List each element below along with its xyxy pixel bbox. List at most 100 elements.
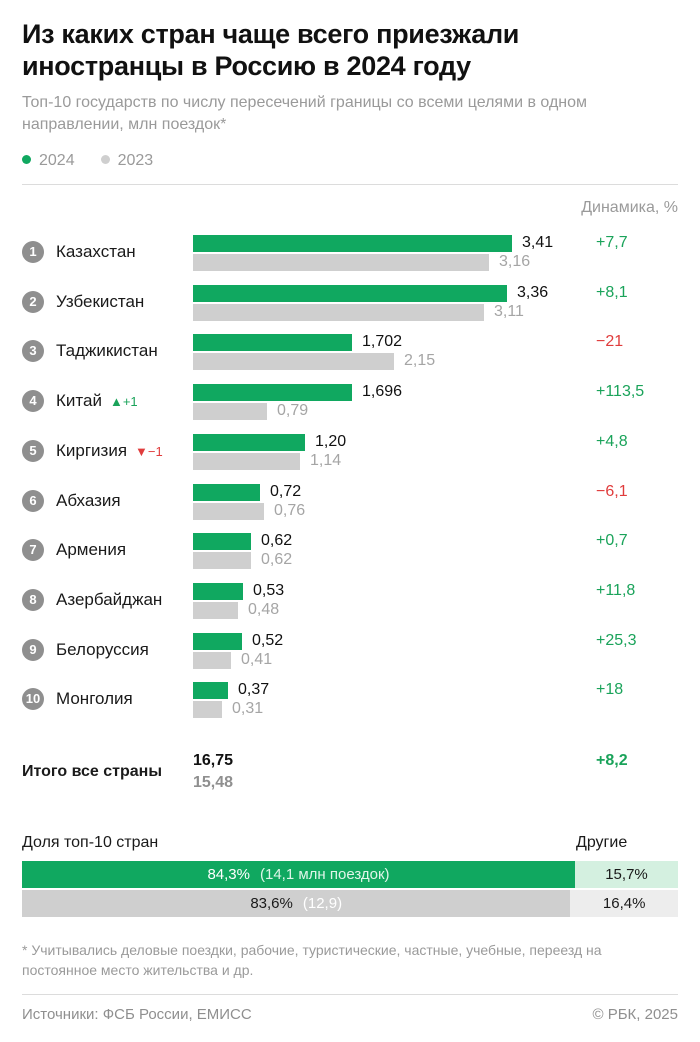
bar-2023 xyxy=(193,502,264,520)
bar-2023 xyxy=(193,254,489,271)
country-name: Армения xyxy=(56,539,126,561)
share-other-value: 16,4% xyxy=(602,895,646,912)
copyright: © РБК, 2025 xyxy=(592,1006,678,1023)
rank-badge: 8 xyxy=(22,588,44,611)
divider-bottom xyxy=(22,994,678,995)
country-name: Китай ▲+1 xyxy=(56,390,138,413)
country-name: Таджикистан xyxy=(56,340,158,362)
share-top10-value: 83,6% xyxy=(250,895,293,912)
dynamics-value: +4,8 xyxy=(596,432,628,450)
value-2023: 3,11 xyxy=(494,302,524,320)
value-2023: 2,15 xyxy=(404,352,436,370)
share-title: Доля топ-10 стран xyxy=(22,834,159,851)
other-title: Другие xyxy=(576,834,628,851)
legend-swatch-2023 xyxy=(100,155,110,164)
rank-badge: 5 xyxy=(22,439,44,462)
bar-2024 xyxy=(193,582,243,600)
source: Источники: ФСБ России, ЕМИСС xyxy=(22,1006,252,1023)
chart-subtitle: Топ-10 государств по числу пересечений г… xyxy=(22,94,588,133)
share-other-value: 15,7% xyxy=(605,866,648,883)
country-label: Таджикистан xyxy=(56,341,158,361)
country-label: Китай xyxy=(56,391,102,411)
value-2023: 0,31 xyxy=(232,700,264,718)
share-top10-note: (14,1 млн поездок) xyxy=(259,866,390,883)
country-name: Белоруссия xyxy=(56,639,149,661)
value-2023: 0,48 xyxy=(248,600,280,618)
bar-2023 xyxy=(193,701,222,719)
share-other: 15,7% xyxy=(575,861,678,888)
bar-row: 1 Казахстан 3,41 3,16 +7,7 xyxy=(0,231,700,281)
country-name: Киргизия ▼−1 xyxy=(56,440,163,463)
bar-2023 xyxy=(193,303,484,321)
value-2024: 0,53 xyxy=(253,581,285,599)
country-name: Монголия xyxy=(56,688,133,710)
country-name: Азербайджан xyxy=(56,589,162,611)
value-2023: 0,62 xyxy=(261,551,293,569)
bar-row: 4 Китай ▲+1 1,696 0,79 +113,5 xyxy=(0,380,700,430)
country-name: Казахстан xyxy=(56,241,136,263)
dynamics-value: +8,1 xyxy=(596,283,628,301)
bar-2023 xyxy=(193,353,394,371)
country-label: Киргизия xyxy=(56,440,128,460)
country-label: Абхазия xyxy=(56,490,121,510)
rank-badge: 10 xyxy=(22,688,44,711)
bar-2024 xyxy=(193,284,507,302)
rank-badge: 4 xyxy=(22,390,44,413)
rank-badge: 3 xyxy=(22,340,44,363)
bar-row: 9 Белоруссия 0,52 0,41 +25,3 xyxy=(0,629,700,679)
value-2023: 0,41 xyxy=(241,650,273,668)
share-bar: 83,6% (12,9) 16,4% xyxy=(22,890,678,917)
rank-badge: 7 xyxy=(22,539,44,562)
value-2023: 3,16 xyxy=(499,253,531,270)
legend: 2024 2023 xyxy=(22,152,153,170)
share-top10-value: 84,3% xyxy=(207,866,250,883)
share-top10: 83,6% (12,9) xyxy=(22,890,571,917)
dynamics-value: +113,5 xyxy=(596,383,645,401)
value-2024: 1,696 xyxy=(362,383,403,401)
bar-row: 5 Киргизия ▼−1 1,20 1,14 +4,8 xyxy=(0,430,700,480)
dynamics-value: +11,8 xyxy=(596,581,636,599)
country-name: Узбекистан xyxy=(56,291,144,313)
legend-item-2024: 2024 xyxy=(22,152,75,170)
bar-row: 6 Абхазия 0,72 0,76 −6,1 xyxy=(0,480,700,530)
rank-badge: 9 xyxy=(22,638,44,661)
value-2024: 1,20 xyxy=(315,432,347,450)
country-label: Белоруссия xyxy=(56,639,149,659)
value-2024: 3,41 xyxy=(522,234,554,251)
chart-title: Из каких стран чаще всего приезжали инос… xyxy=(22,19,520,81)
bar-row: 7 Армения 0,62 0,62 +0,7 xyxy=(0,529,700,579)
bar-2024 xyxy=(193,433,305,451)
country-label: Узбекистан xyxy=(56,291,145,311)
divider-top xyxy=(22,184,678,185)
value-2024: 1,702 xyxy=(362,333,403,351)
country-label: Казахстан xyxy=(56,242,136,261)
bar-2024 xyxy=(193,682,228,700)
total-dynamics: +8,2 xyxy=(596,752,628,769)
bar-row: 3 Таджикистан 1,702 2,15 −21 xyxy=(0,330,700,380)
total-value-2023: 15,48 xyxy=(193,774,234,791)
share-top10: 84,3% (14,1 млн поездок) xyxy=(22,861,575,888)
share-bar: 84,3% (14,1 млн поездок) 15,7% xyxy=(22,861,678,888)
bar-row: 10 Монголия 0,37 0,31 +18 xyxy=(0,678,700,728)
value-2023: 0,76 xyxy=(274,501,306,519)
country-name: Абхазия xyxy=(56,490,121,512)
bar-row: 8 Азербайджан 0,53 0,48 +11,8 xyxy=(0,579,700,629)
share-other: 16,4% xyxy=(570,890,678,917)
dynamics-value: +25,3 xyxy=(596,631,637,649)
bar-2024 xyxy=(193,533,251,551)
value-2023: 1,14 xyxy=(310,451,342,469)
dynamics-value: +18 xyxy=(596,681,624,699)
rank-badge: 2 xyxy=(22,290,44,313)
country-label: Монголия xyxy=(56,689,133,709)
footnote: * Учитывались деловые поездки, рабочие, … xyxy=(22,942,602,978)
bar-row: 2 Узбекистан 3,36 3,11 +8,1 xyxy=(0,281,700,331)
bar-2023 xyxy=(193,651,231,669)
total-label: Итого все страны xyxy=(22,763,162,780)
dynamics-value: −6,1 xyxy=(596,482,628,500)
legend-label-2024: 2024 xyxy=(39,152,75,169)
bar-2023 xyxy=(193,552,251,570)
value-2024: 0,52 xyxy=(252,631,284,649)
legend-label-2023: 2023 xyxy=(117,152,154,169)
value-2023: 0,79 xyxy=(277,402,309,420)
country-label: Азербайджан xyxy=(56,589,163,609)
